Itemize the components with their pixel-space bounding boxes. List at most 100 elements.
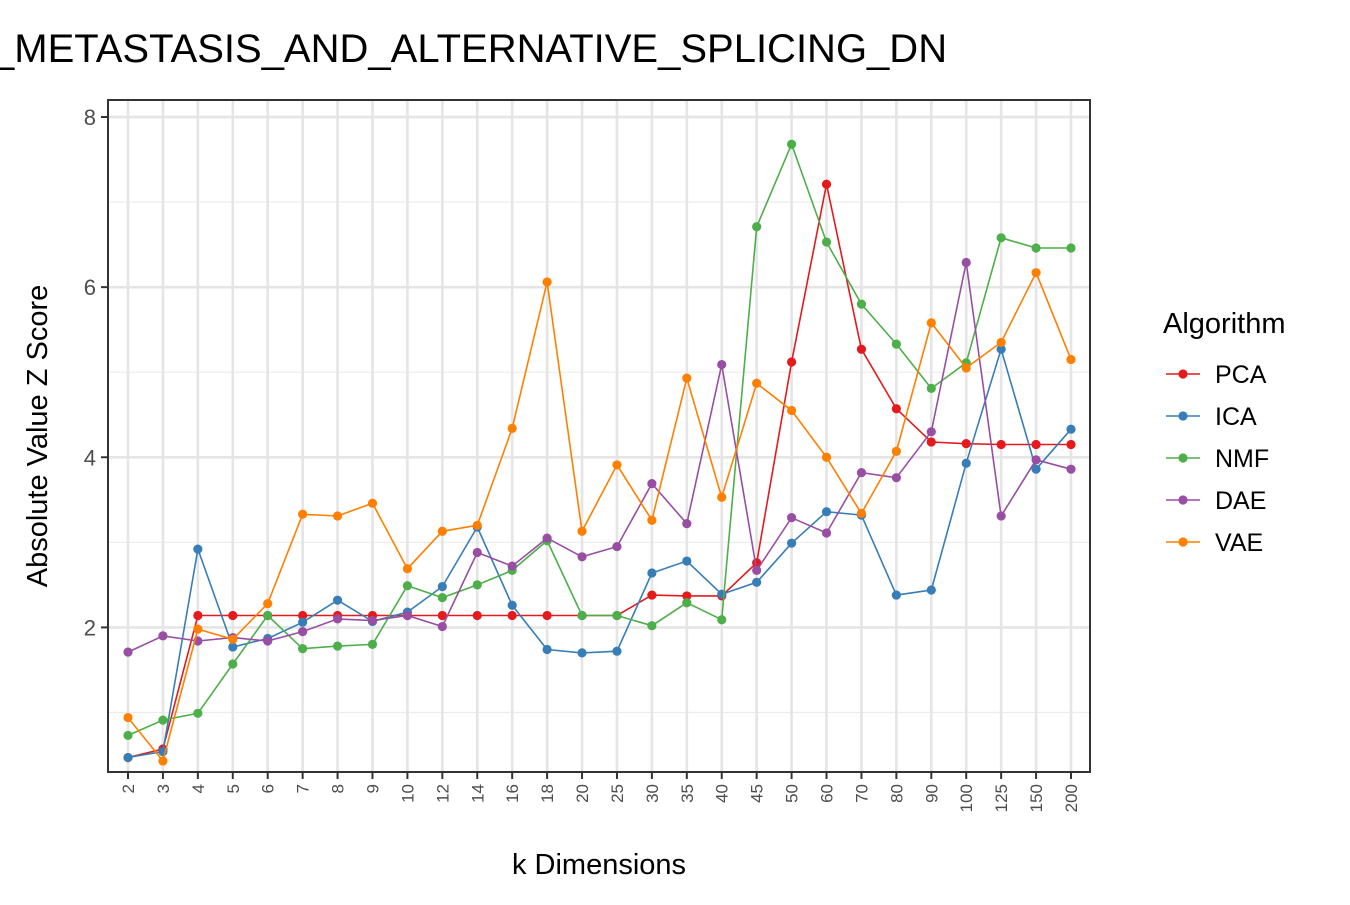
data-point-pca	[786, 357, 797, 367]
data-point-nmf	[1066, 243, 1076, 253]
data-point-vae	[298, 509, 308, 519]
x-tick-label: 30	[643, 784, 662, 803]
data-point-pca	[542, 610, 552, 621]
data-point-dae	[682, 519, 692, 529]
series-line-dae	[127, 262, 1072, 653]
data-point-dae	[158, 631, 168, 641]
data-point-dae	[612, 541, 622, 552]
x-tick-label: 4	[189, 784, 208, 793]
data-point-ica	[1066, 424, 1076, 434]
data-point-nmf	[472, 580, 482, 590]
data-point-nmf	[786, 139, 797, 149]
legend-label-vae: VAE	[1215, 529, 1263, 557]
legend-label-pca: PCA	[1215, 361, 1267, 389]
data-point-nmf	[1031, 243, 1041, 253]
data-point-dae	[263, 636, 273, 646]
data-point-dae	[752, 565, 762, 576]
data-point-pca	[682, 591, 692, 601]
x-tick-label: 3	[154, 784, 173, 793]
data-point-dae	[717, 359, 727, 370]
data-point-pca	[926, 437, 936, 447]
data-point-dae	[647, 479, 657, 489]
data-point-nmf	[612, 610, 622, 621]
y-tick-label: 8	[84, 105, 96, 130]
x-tick-label: 18	[538, 784, 557, 803]
data-point-ica	[1031, 464, 1041, 474]
data-point-pca	[961, 439, 971, 449]
x-tick-label: 14	[468, 784, 487, 803]
data-point-nmf	[821, 237, 832, 247]
data-point-dae	[856, 467, 867, 478]
y-axis-title: Absolute Value Z Score	[22, 285, 54, 588]
data-point-nmf	[926, 383, 936, 393]
data-point-dae	[961, 257, 971, 268]
data-point-nmf	[228, 659, 238, 669]
data-point-dae	[507, 561, 517, 571]
data-point-nmf	[437, 593, 447, 603]
data-point-vae	[367, 498, 378, 508]
data-point-vae	[507, 423, 517, 433]
legend-label-ica: ICA	[1215, 403, 1257, 431]
data-point-dae	[577, 552, 587, 562]
data-point-pca	[437, 610, 447, 621]
data-series	[123, 139, 1076, 766]
series-line-vae	[127, 270, 1072, 763]
legend-title: Algorithm	[1163, 308, 1286, 340]
data-point-vae	[193, 624, 203, 634]
data-point-dae	[402, 610, 413, 621]
data-point-vae	[437, 526, 447, 536]
y-tick-label: 4	[84, 445, 96, 470]
x-tick-label: 40	[713, 784, 732, 803]
data-point-dae	[821, 528, 832, 538]
x-tick-label: 125	[992, 784, 1011, 812]
data-point-nmf	[647, 621, 657, 631]
data-point-vae	[647, 515, 657, 525]
data-point-nmf	[123, 730, 133, 741]
data-point-dae	[298, 627, 308, 637]
data-point-vae	[123, 712, 133, 723]
data-point-vae	[332, 511, 343, 521]
data-point-pca	[193, 610, 203, 621]
x-tick-label: 9	[363, 784, 382, 793]
data-point-vae	[402, 564, 413, 574]
x-tick-label: 200	[1062, 784, 1081, 812]
data-point-vae	[926, 318, 936, 328]
data-point-dae	[926, 427, 936, 437]
legend-key-point	[1178, 537, 1188, 547]
legend-key-point	[1178, 495, 1188, 505]
y-tick-label: 2	[84, 615, 96, 640]
series-line-ica	[127, 346, 1072, 759]
data-point-vae	[856, 508, 867, 519]
series-line-nmf	[127, 141, 1071, 737]
data-point-nmf	[158, 715, 168, 725]
data-point-ica	[786, 538, 797, 548]
data-point-dae	[786, 513, 797, 523]
data-point-vae	[1031, 268, 1041, 278]
data-point-ica	[123, 752, 133, 763]
x-tick-label: 35	[678, 784, 697, 803]
legend-key-point	[1178, 411, 1188, 421]
x-tick-label: 16	[503, 784, 522, 803]
data-point-pca	[891, 404, 901, 414]
chart-title: _METASTASIS_AND_ALTERNATIVE_SPLICING_DN	[0, 27, 947, 71]
data-point-ica	[577, 648, 587, 658]
data-point-ica	[228, 642, 238, 652]
x-tick-label: 60	[818, 784, 837, 803]
y-axis: 2 4 6 8	[84, 105, 108, 640]
data-point-pca	[856, 344, 867, 354]
data-point-pca	[298, 610, 308, 621]
data-point-nmf	[193, 708, 203, 718]
legend-key-point	[1178, 369, 1188, 379]
x-tick-label: 150	[1027, 784, 1046, 812]
data-point-pca	[821, 179, 832, 189]
data-point-dae	[1031, 455, 1041, 465]
x-tick-label: 8	[329, 784, 348, 793]
data-point-ica	[507, 600, 517, 610]
grid-lines	[108, 100, 1090, 772]
data-point-nmf	[996, 233, 1006, 243]
x-tick-label: 6	[259, 784, 278, 793]
x-axis: 2 3 4 5 6 7 8 9 10 12 14 16 18 20 25 30 35 40 45 50 60 70 80 90…	[119, 772, 1081, 812]
data-point-vae	[717, 492, 727, 502]
data-point-vae	[891, 446, 901, 456]
x-tick-label: 70	[852, 784, 871, 803]
